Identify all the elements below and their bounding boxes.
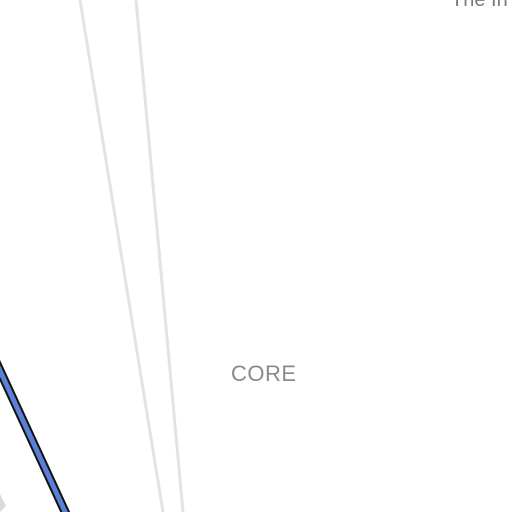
district-label: CORE	[231, 361, 297, 386]
map-corner-marker	[0, 494, 6, 512]
route-line[interactable]	[0, 362, 68, 512]
minor-road-right	[134, 0, 185, 512]
minor-road-left	[78, 0, 165, 512]
edge-place-label: The In	[451, 0, 508, 11]
